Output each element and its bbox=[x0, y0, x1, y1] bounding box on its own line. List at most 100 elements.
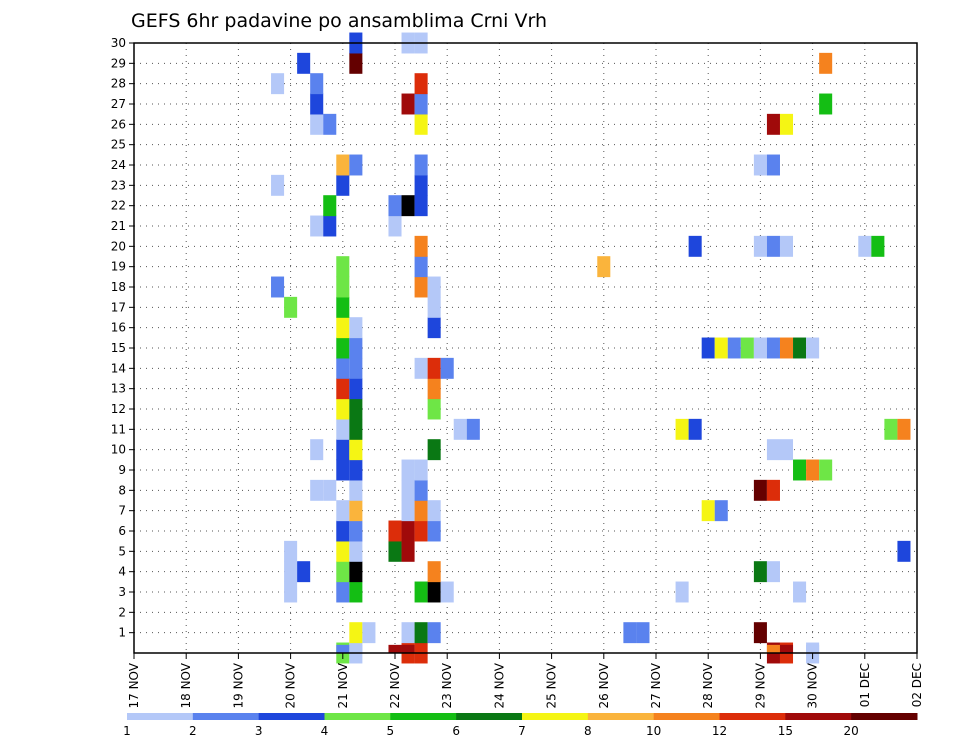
precip-cell bbox=[779, 439, 794, 461]
colorbar-segment bbox=[851, 713, 918, 720]
precip-cell bbox=[414, 93, 428, 115]
precip-cell bbox=[349, 398, 363, 420]
precip-cell bbox=[336, 520, 350, 542]
precip-cell bbox=[336, 378, 350, 400]
colorbar-label: 15 bbox=[778, 724, 793, 738]
y-tick-label: 6 bbox=[118, 524, 126, 538]
precip-cell bbox=[349, 337, 363, 359]
precip-cell bbox=[753, 622, 767, 644]
y-tick-label: 30 bbox=[111, 36, 126, 50]
precip-cell bbox=[349, 378, 363, 400]
x-tick-label: 01 DEC bbox=[858, 663, 872, 707]
precip-cell bbox=[388, 195, 402, 217]
precip-cell bbox=[414, 276, 428, 298]
precip-cell bbox=[871, 235, 885, 257]
y-tick-label: 13 bbox=[111, 382, 126, 396]
precip-cell bbox=[349, 622, 363, 644]
colorbar-label: 6 bbox=[452, 724, 460, 738]
precip-cell bbox=[349, 418, 363, 440]
precip-cell bbox=[897, 418, 911, 440]
precip-cell bbox=[271, 73, 285, 95]
precip-cell bbox=[310, 439, 324, 461]
x-tick-label: 28 NOV bbox=[701, 662, 715, 708]
y-tick-label: 9 bbox=[118, 463, 126, 477]
precip-cell bbox=[779, 337, 794, 359]
precip-cell bbox=[427, 520, 441, 542]
precip-cell bbox=[349, 581, 363, 603]
precip-cell bbox=[427, 581, 441, 603]
precip-cell bbox=[414, 256, 428, 278]
precip-cell bbox=[284, 581, 298, 603]
precip-cell bbox=[714, 500, 728, 522]
precip-cell bbox=[349, 644, 363, 653]
y-tick-label: 21 bbox=[111, 219, 126, 233]
precip-cell bbox=[349, 561, 363, 583]
precip-cell bbox=[701, 500, 715, 522]
precip-cell bbox=[414, 174, 428, 196]
x-tick-label: 26 NOV bbox=[597, 662, 611, 708]
precip-cell bbox=[753, 154, 767, 176]
precip-cell bbox=[310, 93, 324, 115]
precip-cell bbox=[349, 154, 363, 176]
precip-cell bbox=[806, 644, 820, 653]
x-tick-label: 19 NOV bbox=[231, 662, 245, 708]
precip-cell bbox=[349, 439, 363, 461]
precip-cell bbox=[336, 644, 350, 653]
precip-cell bbox=[806, 337, 820, 359]
precip-cell bbox=[401, 500, 415, 522]
precip-cell bbox=[349, 357, 363, 379]
precip-cell bbox=[753, 561, 767, 583]
colorbar-label: 10 bbox=[646, 724, 661, 738]
precip-cell bbox=[740, 337, 754, 359]
x-tick-label: 21 NOV bbox=[336, 662, 350, 708]
precip-cell bbox=[675, 418, 689, 440]
precip-cell bbox=[271, 174, 285, 196]
chart-title: GEFS 6hr padavine po ansamblima Crni Vrh bbox=[131, 10, 547, 32]
precip-cell bbox=[819, 93, 833, 115]
precip-cell bbox=[897, 540, 911, 562]
precip-cell bbox=[401, 520, 415, 542]
precip-cell bbox=[336, 561, 350, 583]
precip-cell bbox=[766, 644, 780, 653]
precip-cell bbox=[336, 581, 350, 603]
y-tick-label: 17 bbox=[111, 300, 126, 314]
y-tick-label: 25 bbox=[111, 138, 126, 152]
precip-cell bbox=[323, 479, 337, 501]
precip-cell bbox=[414, 622, 428, 644]
precip-cell bbox=[336, 276, 350, 298]
colorbar-segment bbox=[719, 713, 786, 720]
precip-cell bbox=[414, 581, 428, 603]
precip-cell bbox=[284, 540, 298, 562]
y-tick-label: 14 bbox=[111, 361, 126, 375]
y-tick-label: 22 bbox=[111, 199, 126, 213]
precip-cell bbox=[766, 337, 780, 359]
precip-cell bbox=[453, 418, 467, 440]
precip-cell bbox=[349, 459, 363, 481]
y-tick-label: 28 bbox=[111, 77, 126, 91]
y-tick-label: 11 bbox=[111, 422, 126, 436]
precip-cell bbox=[336, 256, 350, 278]
precip-cell bbox=[427, 317, 441, 339]
precip-cell bbox=[427, 378, 441, 400]
precip-cell bbox=[284, 561, 298, 583]
colorbar-label: 5 bbox=[387, 724, 395, 738]
precip-cell bbox=[336, 174, 350, 196]
precip-cell bbox=[688, 235, 702, 257]
precip-cell bbox=[779, 644, 794, 653]
precip-cell bbox=[884, 418, 898, 440]
precip-cell bbox=[388, 520, 402, 542]
precip-cell bbox=[819, 52, 833, 74]
y-tick-label: 2 bbox=[118, 605, 126, 619]
colorbar-segment bbox=[324, 713, 391, 720]
precip-cell bbox=[362, 622, 376, 644]
precip-cell bbox=[284, 296, 298, 318]
x-tick-label: 23 NOV bbox=[440, 662, 454, 708]
precip-cell bbox=[806, 459, 820, 481]
precip-cell bbox=[427, 357, 441, 379]
precip-cell bbox=[466, 418, 480, 440]
colorbar-segment bbox=[587, 713, 655, 720]
precip-cell bbox=[793, 337, 807, 359]
precip-cell bbox=[414, 154, 428, 176]
y-tick-label: 7 bbox=[118, 504, 126, 518]
precip-cell bbox=[388, 644, 402, 653]
